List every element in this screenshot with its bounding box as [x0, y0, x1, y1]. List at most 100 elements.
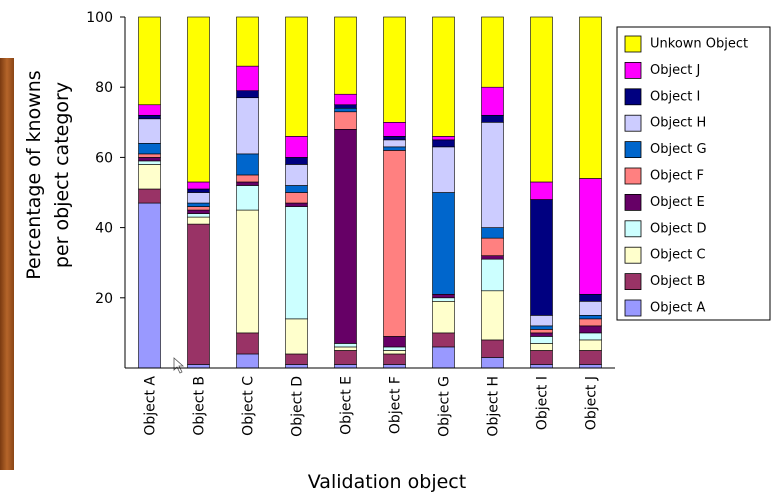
bar-segment — [531, 343, 553, 350]
bar-segment — [237, 185, 259, 210]
bar-segment — [139, 105, 161, 116]
bar-segment — [482, 87, 504, 115]
bar-segment — [433, 193, 455, 295]
bar-segment — [286, 17, 308, 136]
chart: Percentage of knowns per object category… — [0, 0, 771, 495]
legend-label: Object I — [650, 89, 700, 104]
legend-label: Object F — [650, 169, 704, 184]
bar-segment — [580, 364, 602, 368]
legend-label: Object J — [650, 63, 700, 78]
bar-segment — [286, 203, 308, 207]
bar-segment — [286, 207, 308, 319]
bar-segment — [433, 333, 455, 347]
bar-segment — [188, 182, 210, 189]
bar-segment — [580, 17, 602, 178]
bar-segment — [139, 203, 161, 368]
bar-segment — [237, 175, 259, 182]
bar-segment — [384, 350, 406, 354]
bar-segment — [580, 294, 602, 301]
bar-segment — [286, 364, 308, 368]
bar-segment — [433, 136, 455, 140]
x-tick-label: Object F — [388, 376, 404, 434]
background-image-strip — [0, 58, 14, 470]
legend-swatch — [625, 300, 641, 316]
bar-segment — [335, 94, 357, 105]
bar-segment — [188, 214, 210, 218]
bar-segment — [580, 326, 602, 333]
bar-segment — [237, 210, 259, 333]
bar-segment — [384, 354, 406, 365]
bar-segment — [188, 207, 210, 211]
bar-segment — [286, 136, 308, 157]
bar-segment — [188, 189, 210, 193]
x-tick-label: Object B — [192, 376, 208, 436]
bar-segment — [580, 301, 602, 315]
bar-segment — [335, 347, 357, 351]
legend-label: Object G — [650, 142, 707, 157]
legend-label: Object A — [650, 301, 705, 316]
bar-segment — [384, 17, 406, 122]
bar-segment — [286, 193, 308, 204]
bar-segment — [580, 315, 602, 319]
bar-segment — [580, 178, 602, 294]
legend-label: Unkown Object — [650, 37, 748, 52]
bar-segment — [384, 347, 406, 351]
bar-segment — [188, 210, 210, 214]
bar-segment — [531, 333, 553, 337]
bar-segment — [335, 112, 357, 130]
bar-segment — [580, 350, 602, 364]
bar-segment — [531, 326, 553, 330]
bar-segment — [482, 357, 504, 368]
bar-segment — [237, 91, 259, 98]
bar-segment — [286, 164, 308, 185]
bar-segment — [335, 364, 357, 368]
bar-segment — [335, 105, 357, 109]
bar-segment — [237, 354, 259, 368]
bar-segment — [384, 136, 406, 140]
bar-segment — [335, 17, 357, 94]
bar-segment — [482, 228, 504, 239]
bar-segment — [139, 189, 161, 203]
bar-segment — [188, 193, 210, 204]
bar-segment — [139, 164, 161, 189]
bar-segment — [286, 185, 308, 192]
legend-swatch — [625, 194, 641, 210]
legend-swatch — [625, 89, 641, 105]
legend-label: Object D — [650, 221, 706, 236]
bar-segment — [433, 147, 455, 193]
bar-segment — [531, 17, 553, 182]
legend-swatch — [625, 168, 641, 184]
bar-segment — [188, 217, 210, 224]
bar-segment — [531, 315, 553, 326]
bar-segment — [433, 140, 455, 147]
bar-segment — [482, 340, 504, 358]
bar-segment — [139, 119, 161, 144]
bar-segment — [335, 108, 357, 112]
x-tick-label: Object D — [290, 376, 306, 437]
bar-segment — [384, 140, 406, 147]
bar-segment — [286, 319, 308, 354]
bar-segment — [433, 298, 455, 302]
x-tick-label: Object I — [535, 376, 551, 430]
x-tick-label: Object G — [437, 376, 453, 437]
bar-segment — [482, 259, 504, 291]
bar-segment — [580, 333, 602, 340]
bar-segment — [335, 129, 357, 343]
bar-segment — [531, 200, 553, 316]
bar-segment — [188, 203, 210, 207]
bar-segment — [237, 154, 259, 175]
bar-segment — [139, 161, 161, 165]
x-tick-label: Object J — [584, 376, 600, 430]
bar-segment — [482, 238, 504, 256]
x-axis-title: Validation object — [308, 471, 466, 493]
bar-segment — [482, 115, 504, 122]
bar-segment — [188, 364, 210, 368]
bar-segment — [433, 294, 455, 298]
bar-segment — [139, 154, 161, 158]
bar-segment — [384, 147, 406, 151]
bar-segment — [482, 291, 504, 340]
x-tick-label: Object H — [486, 376, 502, 437]
bar-segment — [384, 150, 406, 336]
legend-swatch — [625, 221, 641, 237]
bar-segment — [433, 301, 455, 333]
